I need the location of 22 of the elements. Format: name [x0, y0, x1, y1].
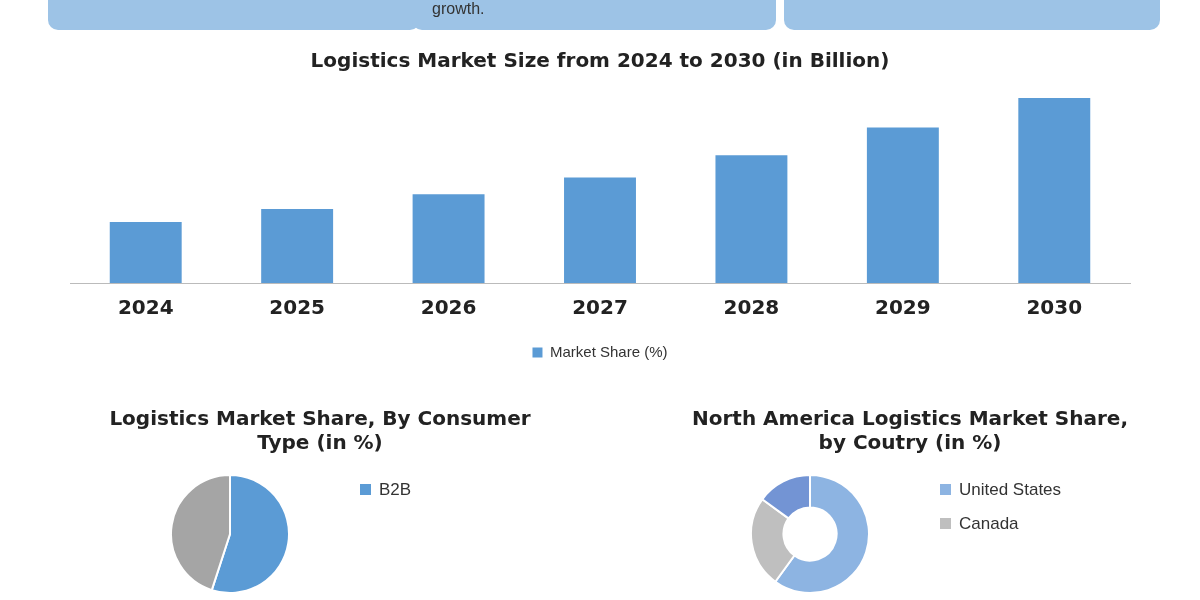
text: growth.	[432, 0, 485, 18]
bar	[715, 155, 788, 283]
bar	[564, 177, 636, 283]
legend-label: Market Share (%)	[549, 342, 668, 360]
x-tick-label: 2029	[875, 295, 931, 320]
legend-label: B2B	[378, 480, 412, 500]
chart-title: Logistics Market Size from 2024 to 2030 (in Billion)	[310, 48, 890, 73]
chart-title: Logistics Market Share, By Consumer Type (in %)	[108, 406, 532, 454]
x-tick-label: 2027	[572, 295, 628, 320]
chart-title: North America Logistics Market Share, by Coutry (in %)	[691, 406, 1129, 454]
bar	[261, 209, 334, 283]
bar	[866, 127, 939, 283]
x-tick-label: 2028	[723, 295, 780, 320]
x-tick-label: 2024	[117, 295, 174, 320]
bar	[412, 194, 485, 283]
legend-label: United States	[958, 480, 1062, 500]
bar	[109, 221, 182, 283]
legend-label: Canada	[958, 514, 1019, 534]
x-tick-label: 2030	[1026, 295, 1083, 320]
x-tick-label: 2026	[420, 295, 477, 320]
x-tick-label: 2025	[269, 295, 325, 320]
bar	[1018, 98, 1091, 283]
